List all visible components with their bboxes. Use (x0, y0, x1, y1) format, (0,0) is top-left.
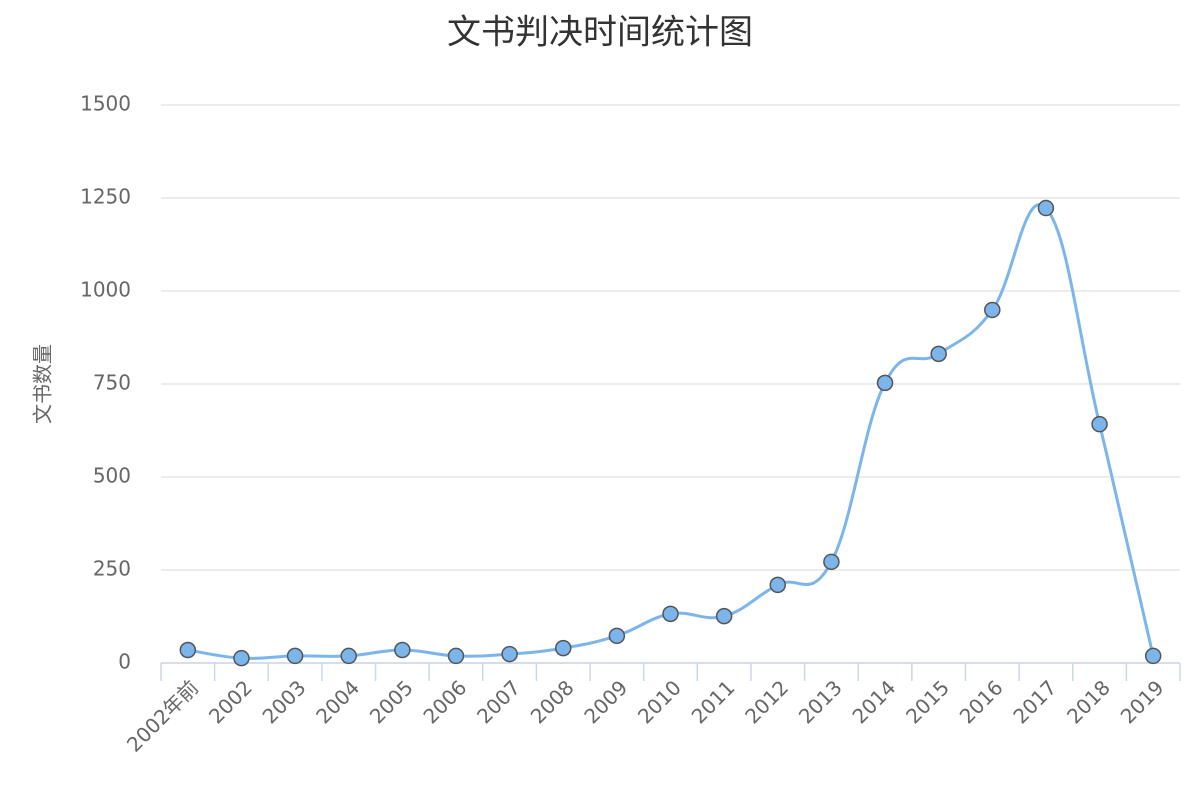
point (286, 647, 304, 665)
point (1091, 415, 1108, 433)
x-tick-label: 2017 (1008, 675, 1061, 728)
point (930, 345, 947, 363)
x-tick-label: 2006 (418, 675, 471, 728)
y-tick-label: 1000 (80, 278, 131, 302)
line (187, 203, 1155, 660)
point (876, 374, 894, 392)
x-tick-label: 2009 (579, 675, 632, 728)
x-tick-label: 2002 (204, 675, 257, 728)
x-tick-label: 2003 (258, 675, 311, 728)
point (501, 645, 518, 663)
point (179, 641, 197, 659)
point (1037, 199, 1055, 217)
point (984, 301, 1001, 319)
y-tick-label: 750 (93, 371, 131, 395)
point (715, 607, 733, 625)
y-tick-label: 250 (93, 557, 131, 581)
x-tick-label: 2007 (472, 675, 525, 728)
point (447, 647, 465, 665)
point (662, 605, 679, 623)
x-tick-label: 2004 (311, 675, 364, 728)
x-tick-label: 2016 (955, 675, 1008, 728)
x-tick-label: 2002年前 (122, 675, 203, 756)
x-tick-label: 2010 (633, 675, 686, 728)
point (340, 647, 357, 665)
y-tick-label: 500 (93, 464, 131, 488)
y-tick-label: 0 (118, 650, 131, 674)
x-tick-label: 2005 (365, 675, 418, 728)
point (1144, 647, 1162, 665)
x-tick-label: 2013 (794, 675, 847, 728)
x-tick-label: 2014 (847, 675, 900, 728)
x-tick-label: 2012 (740, 675, 793, 728)
x-tick-label: 2018 (1062, 675, 1115, 728)
point (233, 649, 250, 667)
y-tick-label: 1250 (80, 185, 131, 209)
point (394, 641, 411, 659)
point (823, 553, 840, 571)
x-tick-label: 2011 (687, 675, 740, 728)
y-axis-label: 文书数量 (31, 344, 55, 424)
point (608, 627, 626, 645)
x-tick-label: 2008 (526, 675, 579, 728)
x-tick-label: 2015 (901, 675, 954, 728)
x-tick-label: 2019 (1116, 675, 1169, 728)
y-tick-label: 1500 (80, 92, 131, 116)
point (769, 576, 787, 594)
chart-title: 文书判决时间统计图 (447, 13, 753, 53)
point (554, 639, 572, 657)
